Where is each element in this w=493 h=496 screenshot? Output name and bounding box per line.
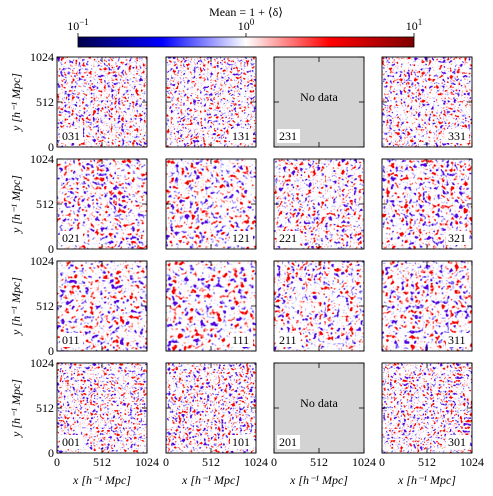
panel: 121 xyxy=(165,158,257,250)
x-tick-label: 512 xyxy=(202,455,220,469)
panel: 321 xyxy=(381,158,473,250)
panel-label: 001 xyxy=(62,435,80,449)
panel: 221 xyxy=(273,158,365,250)
label-box xyxy=(277,435,300,449)
panel-label: 301 xyxy=(448,435,466,449)
panel-label: 031 xyxy=(62,129,80,143)
no-data-note: No data xyxy=(300,90,338,104)
x-tick-label: 0 xyxy=(54,455,60,469)
x-tick-label: 0 xyxy=(379,455,385,469)
y-tick-label: 0 xyxy=(48,140,54,154)
panel-label: 021 xyxy=(62,231,80,245)
x-tick-label: 512 xyxy=(93,455,111,469)
panel: 111 xyxy=(165,260,257,352)
label-box xyxy=(277,129,300,143)
tick-base: 10 xyxy=(67,19,79,33)
panel-label: 331 xyxy=(448,129,466,143)
y-tick-label: 1024 xyxy=(30,356,54,370)
tick-exponent: −1 xyxy=(79,17,89,27)
y-tick-label: 1024 xyxy=(30,254,54,268)
panel-label: 231 xyxy=(279,129,297,143)
panel-label: 221 xyxy=(279,231,297,245)
colorbar-tick-label: 10−1 xyxy=(67,17,89,33)
label-box xyxy=(60,231,83,245)
y-axis-label: y [h⁻¹ Mpc] xyxy=(9,277,23,336)
panel: 001 xyxy=(56,362,148,454)
label-box xyxy=(230,333,253,347)
y-tick-label: 512 xyxy=(36,197,54,211)
label-box xyxy=(446,231,469,245)
x-tick-label: 512 xyxy=(418,455,436,469)
panel: 101 xyxy=(165,362,257,454)
tick-exponent: 0 xyxy=(250,17,255,27)
panel-label: 211 xyxy=(279,333,297,347)
x-axis-label: x [h⁻¹ Mpc] xyxy=(181,473,240,487)
colorbar-tick-label: 100 xyxy=(238,17,255,33)
label-box xyxy=(446,435,469,449)
tick-base: 10 xyxy=(238,19,250,33)
y-tick-label: 512 xyxy=(36,299,54,313)
x-axis-label: x [h⁻¹ Mpc] xyxy=(72,473,131,487)
label-box xyxy=(230,129,253,143)
colorbar-label: Mean = 1 + ⟨δ⟩ xyxy=(209,5,283,19)
panel: 031 xyxy=(56,56,148,148)
x-tick-label: 512 xyxy=(310,455,328,469)
label-box xyxy=(60,435,83,449)
x-axis-label: x [h⁻¹ Mpc] xyxy=(289,473,348,487)
y-tick-label: 0 xyxy=(48,242,54,256)
tick-base: 10 xyxy=(406,19,418,33)
colorbar xyxy=(77,36,415,48)
x-axis-label: x [h⁻¹ Mpc] xyxy=(397,473,456,487)
panel: 331 xyxy=(381,56,473,148)
label-box xyxy=(446,333,469,347)
x-tick-label: 1024 xyxy=(460,455,484,469)
panel: 301 xyxy=(381,362,473,454)
panel: No data 201 xyxy=(273,362,365,454)
y-axis-label: y [h⁻¹ Mpc] xyxy=(9,175,23,234)
panel-label: 101 xyxy=(232,435,250,449)
panel: 211 xyxy=(273,260,365,352)
label-box xyxy=(277,231,300,245)
y-tick-label: 1024 xyxy=(30,152,54,166)
y-tick-label: 0 xyxy=(48,344,54,358)
x-tick-label: 0 xyxy=(271,455,277,469)
label-box xyxy=(446,129,469,143)
label-box xyxy=(60,129,83,143)
panel-label: 311 xyxy=(448,333,466,347)
panel-label: 011 xyxy=(62,333,80,347)
label-box xyxy=(277,333,300,347)
colorbar-tick-label: 101 xyxy=(406,17,423,33)
y-tick-label: 1024 xyxy=(30,50,54,64)
y-axis-label: y [h⁻¹ Mpc] xyxy=(9,73,23,132)
no-data-note: No data xyxy=(300,396,338,410)
x-tick-label: 1024 xyxy=(352,455,376,469)
panel-label: 111 xyxy=(232,333,249,347)
y-axis-label: y [h⁻¹ Mpc] xyxy=(9,379,23,438)
panel-label: 201 xyxy=(279,435,297,449)
panel: 131 xyxy=(165,56,257,148)
panel-label: 121 xyxy=(232,231,250,245)
y-tick-label: 0 xyxy=(48,446,54,460)
y-tick-label: 512 xyxy=(36,401,54,415)
panel-label: 131 xyxy=(232,129,250,143)
panel: 311 xyxy=(381,260,473,352)
panel-label: 321 xyxy=(448,231,466,245)
x-tick-label: 1024 xyxy=(244,455,268,469)
label-box xyxy=(60,333,83,347)
label-box xyxy=(230,435,253,449)
tick-exponent: 1 xyxy=(418,17,423,27)
y-tick-label: 512 xyxy=(36,95,54,109)
panel: No data 231 xyxy=(273,56,365,148)
panel: 021 xyxy=(56,158,148,250)
x-tick-label: 0 xyxy=(163,455,169,469)
panel: 011 xyxy=(56,260,148,352)
x-tick-label: 1024 xyxy=(135,455,159,469)
label-box xyxy=(230,231,253,245)
